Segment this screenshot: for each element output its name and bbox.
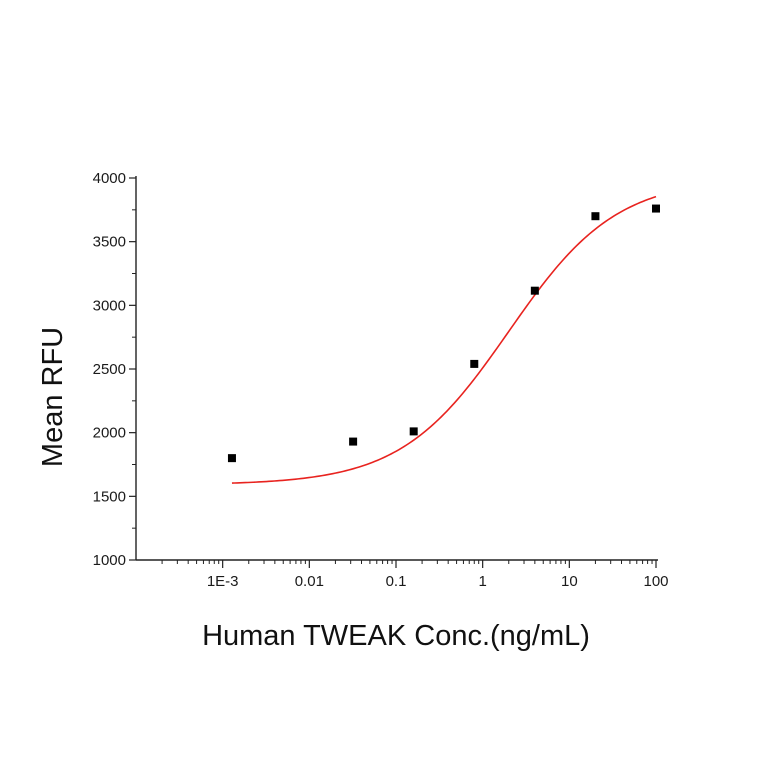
data-point <box>652 204 660 213</box>
x-axis-title: Human TWEAK Conc.(ng/mL) <box>202 620 590 652</box>
y-axis-title: Mean RFU <box>37 327 69 467</box>
data-point <box>591 212 600 221</box>
y-tick-label: 2000 <box>93 425 126 442</box>
y-tick-label: 1500 <box>93 488 126 505</box>
x-tick-label: 1E-3 <box>207 573 239 590</box>
data-point <box>349 437 358 446</box>
fit-layer <box>231 195 657 484</box>
data-point <box>409 427 418 436</box>
y-tick-label: 1000 <box>93 552 126 569</box>
x-tick-label: 100 <box>643 573 668 590</box>
points-layer <box>227 204 660 463</box>
data-point <box>227 454 236 463</box>
y-tick-label: 4000 <box>93 170 126 187</box>
fit-curve <box>231 195 657 484</box>
data-point <box>530 286 539 295</box>
x-tick-label: 0.01 <box>295 573 324 590</box>
x-tick-label: 1 <box>478 573 486 590</box>
x-tick-label: 10 <box>561 573 578 590</box>
y-tick-label: 3500 <box>93 234 126 251</box>
x-ticks: 1E-3 0.01 0.1 1 10 100 <box>161 560 669 590</box>
y-tick-label: 3000 <box>93 297 126 314</box>
y-ticks: 1000 1500 2000 2500 3000 3500 4000 <box>93 170 136 569</box>
data-point <box>470 359 479 368</box>
axes <box>135 176 658 561</box>
y-tick-label: 2500 <box>93 361 126 378</box>
x-tick-label: 0.1 <box>386 573 407 590</box>
